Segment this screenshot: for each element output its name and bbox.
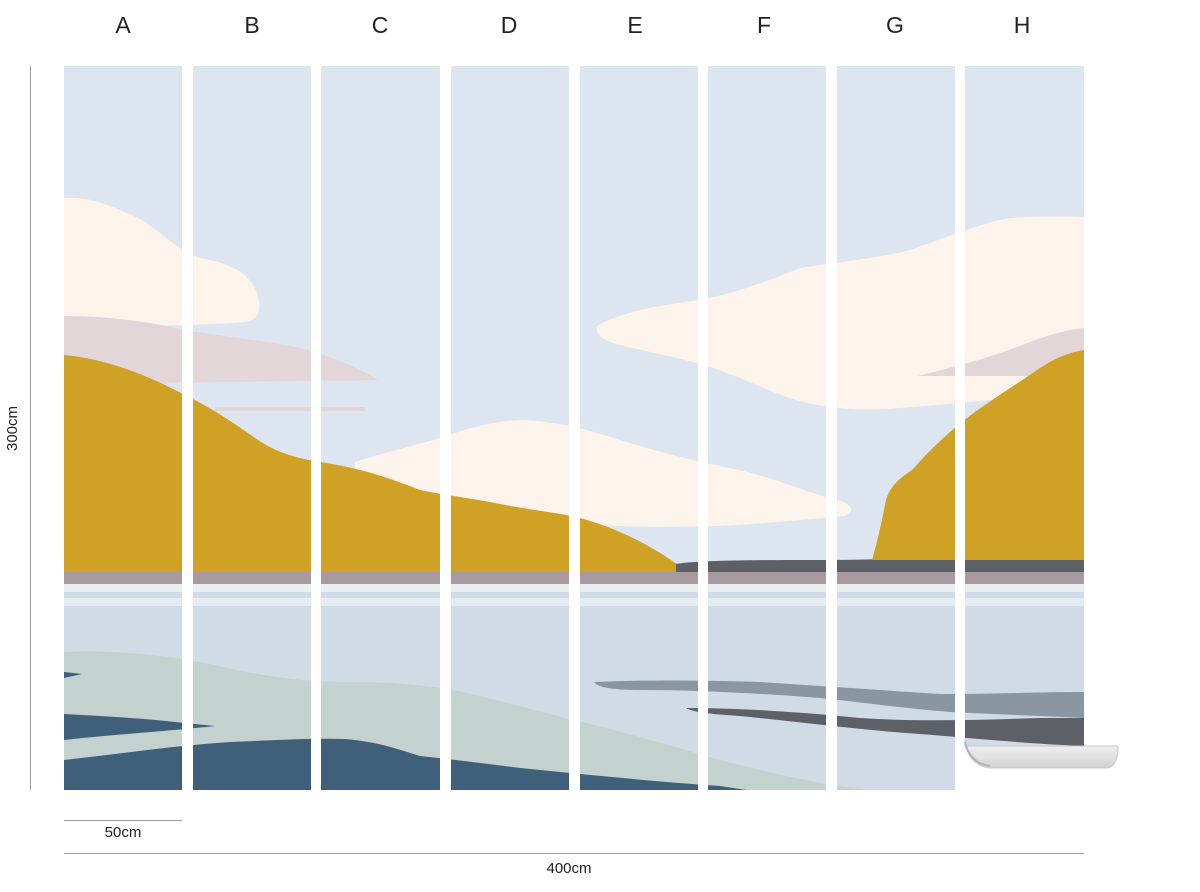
total-width-label: 400cm [546, 860, 592, 877]
wallpaper-roll-edge [964, 741, 991, 767]
water-dark-streak [686, 708, 1084, 746]
panel-label-f: F [756, 12, 772, 38]
haze-streak [215, 407, 365, 411]
total-width-dimension-line [64, 853, 1084, 854]
panel-label-g: G [886, 12, 904, 38]
cloud-middle [355, 420, 852, 527]
water-deep-blue-sliver [64, 672, 82, 678]
panel-label-b: B [244, 12, 260, 38]
panel-label-d: D [500, 12, 518, 38]
panel-label-c: C [371, 12, 389, 38]
hill-left [64, 355, 698, 578]
panel-label-h: H [1013, 12, 1031, 38]
panel-label-a: A [115, 12, 131, 38]
cloud-haze-left [64, 316, 378, 384]
panel-width-dimension-line [64, 820, 182, 821]
water-deep-blue [64, 714, 215, 740]
hill-right [872, 350, 1084, 560]
cloud-haze-right [918, 328, 1084, 376]
height-dimension-line [30, 66, 31, 790]
panel-width-label: 50cm [104, 824, 142, 841]
cloud-left [64, 197, 260, 326]
height-label: 300cm [4, 405, 22, 452]
panel-label-e: E [627, 12, 643, 38]
panel-gaps [182, 60, 965, 800]
